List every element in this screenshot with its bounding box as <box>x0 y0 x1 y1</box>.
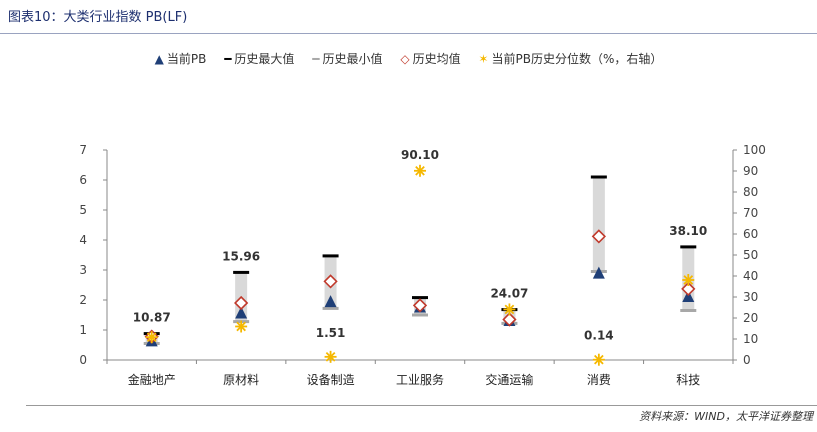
legend-label: 历史最大值 <box>234 52 295 66</box>
right-tick-label: 70 <box>743 206 758 220</box>
max-marker <box>322 254 339 258</box>
right-tick-label: 60 <box>743 227 758 241</box>
legend-item-current: ▲ 当前PB <box>155 50 207 67</box>
left-tick-label: 3 <box>79 263 87 277</box>
percentile-marker <box>682 273 695 286</box>
mean-marker <box>234 295 249 311</box>
category-label: 科技 <box>676 373 700 387</box>
chart-title: 图表10：大类行业指数 PB(LF) <box>8 10 188 25</box>
right-tick-label: 0 <box>743 353 751 367</box>
max-marker <box>680 245 697 249</box>
percentile-marker <box>145 331 158 344</box>
diamond-icon: ◇ <box>400 51 410 66</box>
legend-item-max: ━ 历史最大值 <box>224 50 294 67</box>
percentile-data-label: 15.96 <box>222 249 260 263</box>
mean-marker <box>323 274 338 289</box>
percentile-marker <box>503 303 516 316</box>
percentile-marker <box>414 164 426 177</box>
min-marker <box>322 306 339 310</box>
percentile-data-label: 1.51 <box>316 326 346 340</box>
left-tick-label: 6 <box>79 173 87 187</box>
left-tick-label: 5 <box>79 203 87 217</box>
category-label: 工业服务 <box>396 372 444 387</box>
min-marker <box>680 309 697 312</box>
legend-label: 历史最小值 <box>322 52 383 66</box>
max-marker <box>233 270 250 274</box>
right-tick-label: 30 <box>743 290 758 304</box>
min-marker <box>412 313 428 317</box>
max-marker <box>590 175 607 179</box>
right-tick-label: 50 <box>743 248 758 262</box>
current-pb-marker <box>324 295 337 308</box>
percentile-data-label: 38.10 <box>669 224 707 238</box>
mean-marker <box>502 312 517 327</box>
left-tick-label: 4 <box>79 233 87 247</box>
dash-icon: ━ <box>224 51 232 66</box>
range-bar <box>592 177 605 272</box>
source-divider <box>26 405 817 406</box>
percentile-data-label: 0.14 <box>584 329 614 343</box>
left-tick-label: 1 <box>79 323 87 337</box>
mean-marker <box>681 281 696 297</box>
triangle-icon: ▲ <box>154 51 164 66</box>
right-tick-label: 100 <box>743 143 766 157</box>
category-label: 设备制造 <box>307 373 355 387</box>
legend-label: 历史均值 <box>412 52 461 66</box>
source-note: 资料来源：WIND，太平洋证券整理 <box>639 410 813 423</box>
percentile-data-label: 90.10 <box>401 148 439 162</box>
percentile-marker <box>592 353 605 366</box>
category-label: 原材料 <box>223 373 259 387</box>
star-icon: ✶ <box>478 51 489 66</box>
right-tick-label: 90 <box>743 164 758 178</box>
category-label: 消费 <box>587 373 611 387</box>
title-divider <box>0 33 817 34</box>
legend-label: 当前PB历史分位数（%，右轴） <box>491 52 663 66</box>
current-pb-marker <box>592 266 605 279</box>
right-tick-label: 40 <box>743 269 758 283</box>
left-tick-label: 0 <box>79 353 87 367</box>
right-tick-label: 20 <box>743 311 758 325</box>
percentile-marker <box>235 320 248 333</box>
left-tick-label: 2 <box>79 293 87 307</box>
percentile-data-label: 10.87 <box>133 311 171 325</box>
current-pb-marker <box>235 306 248 319</box>
category-label: 金融地产 <box>128 372 176 387</box>
category-label: 交通运输 <box>485 372 533 387</box>
left-tick-label: 7 <box>79 143 87 157</box>
legend-item-mean: ◇ 历史均值 <box>400 50 460 67</box>
mean-marker <box>412 298 428 313</box>
percentile-marker <box>324 350 337 363</box>
right-tick-label: 10 <box>743 332 758 346</box>
legend-label: 当前PB <box>166 52 207 66</box>
right-tick-label: 80 <box>743 185 758 199</box>
dash-icon: ━ <box>312 51 320 66</box>
percentile-data-label: 24.07 <box>490 286 528 300</box>
max-marker <box>412 296 428 300</box>
mean-marker <box>591 229 606 244</box>
legend: ▲ 当前PB ━ 历史最大值 ━ 历史最小值 ◇ 历史均值 ✶ 当前PB历史分位… <box>0 50 817 67</box>
legend-item-percentile: ✶ 当前PB历史分位数（%，右轴） <box>478 50 662 67</box>
legend-item-min: ━ 历史最小值 <box>312 50 382 67</box>
